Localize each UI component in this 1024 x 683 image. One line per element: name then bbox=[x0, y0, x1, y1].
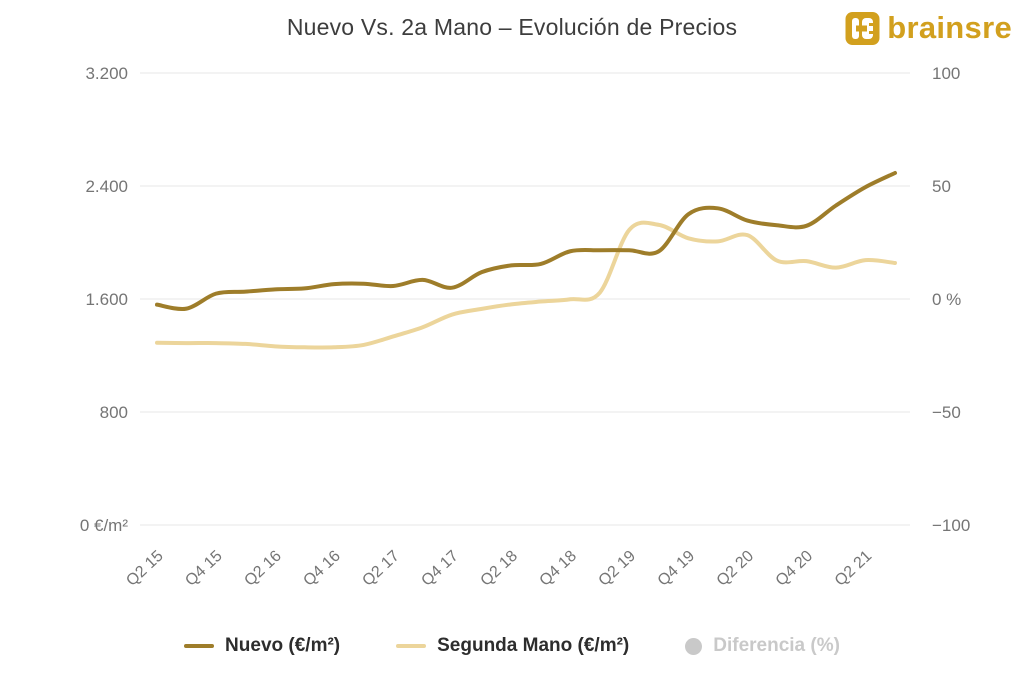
segunda-mano-line-marker bbox=[396, 644, 427, 648]
legend-item-diferencia[interactable]: Diferencia (%) bbox=[685, 635, 840, 657]
x-axis-label: Q2 17 bbox=[359, 547, 403, 589]
legend-item-nuevo[interactable]: Nuevo (€/m²) bbox=[184, 635, 340, 657]
brainsre-logo: brainsre bbox=[845, 10, 1012, 46]
x-axis-label: Q4 18 bbox=[537, 547, 581, 589]
y-axis-right-label: −100 bbox=[932, 516, 970, 535]
legend-label-segunda-mano: Segunda Mano (€/m²) bbox=[437, 635, 630, 656]
x-axis-label: Q2 20 bbox=[714, 547, 758, 589]
brainsre-logo-icon bbox=[845, 11, 880, 46]
segunda-mano-line bbox=[155, 220, 897, 350]
x-axis-label: Q4 17 bbox=[418, 547, 462, 589]
x-axis-label: Q2 19 bbox=[596, 547, 640, 589]
x-axis-label: Q2 18 bbox=[477, 547, 521, 589]
x-axis-label: Q2 16 bbox=[241, 547, 285, 589]
nuevo-line-marker bbox=[184, 644, 215, 648]
x-axis-label: Q4 16 bbox=[300, 547, 344, 589]
x-axis-label: Q4 15 bbox=[182, 547, 226, 589]
y-axis-left-label: 2.400 bbox=[85, 177, 128, 196]
chart-legend: Nuevo (€/m²) Segunda Mano (€/m²) Diferen… bbox=[0, 635, 1024, 657]
x-axis-label: Q4 19 bbox=[655, 547, 699, 589]
y-axis-right-label: −50 bbox=[932, 403, 961, 422]
brainsre-logo-text: brainsre bbox=[887, 10, 1012, 45]
diferencia-circle-marker bbox=[685, 637, 703, 655]
price-evolution-chart: 3.200 100 2.400 50 1.600 0 % 800 −50 0 €/m² −100 Q… bbox=[80, 64, 970, 590]
chart-title: Nuevo Vs. 2a Mano – Evolución de Precios bbox=[286, 14, 738, 40]
y-axis-left-label: 0 €/m² bbox=[80, 516, 129, 535]
legend-label-nuevo: Nuevo (€/m²) bbox=[225, 635, 341, 656]
y-axis-left-label: 800 bbox=[100, 403, 128, 422]
y-axis-left-label: 1.600 bbox=[85, 290, 128, 309]
legend-item-segunda-mano[interactable]: Segunda Mano (€/m²) bbox=[396, 635, 629, 657]
x-axis-label: Q4 20 bbox=[773, 547, 817, 589]
y-axis-right-label: 50 bbox=[932, 177, 951, 196]
y-axis-right-label: 0 % bbox=[932, 290, 961, 309]
nuevo-line bbox=[155, 171, 897, 311]
x-axis-label: Q2 21 bbox=[832, 547, 876, 589]
legend-label-diferencia: Diferencia (%) bbox=[713, 635, 840, 656]
y-axis-right-label: 100 bbox=[932, 64, 960, 83]
x-axis-label: Q2 15 bbox=[123, 547, 167, 589]
y-axis-left-label: 3.200 bbox=[85, 64, 128, 83]
